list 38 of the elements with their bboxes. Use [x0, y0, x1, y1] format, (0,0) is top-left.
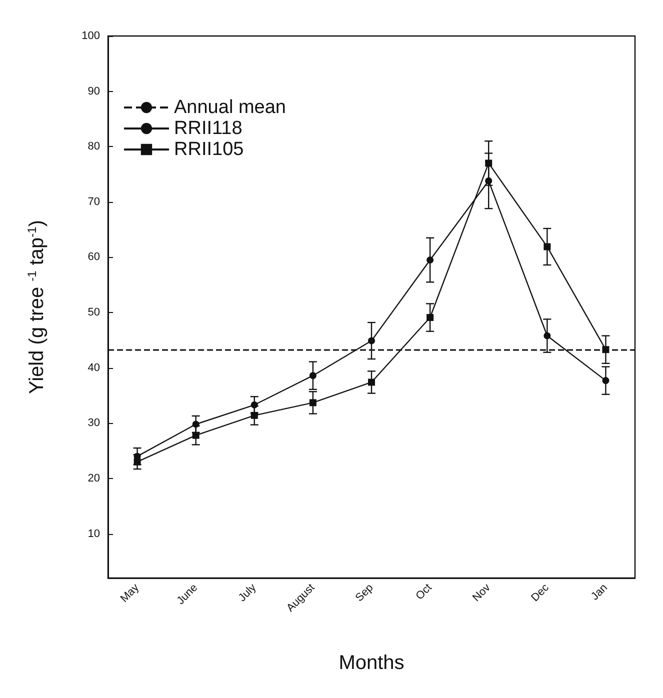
point — [192, 432, 200, 439]
x-axis-title: Months — [338, 652, 404, 674]
x-tick-label: Nov — [470, 581, 494, 604]
legend-label: Annual mean — [174, 97, 286, 118]
point — [544, 332, 551, 340]
point — [426, 314, 434, 322]
x-tick-label: Dec — [529, 581, 552, 604]
point — [426, 256, 434, 264]
y-tick-label: 50 — [88, 306, 100, 319]
y-tick-label: 90 — [88, 85, 100, 98]
y-tick-label: 40 — [88, 362, 100, 374]
y-tick-label: 30 — [88, 417, 100, 430]
x-tick-label: Oct — [414, 582, 434, 602]
x-tick-label: July — [236, 581, 259, 604]
point — [602, 377, 610, 384]
y-tick-label: 70 — [88, 196, 100, 208]
point — [485, 177, 492, 184]
y-tick-label: 80 — [88, 140, 100, 153]
y-axis-title: Yield (g tree -1 tap-1) — [25, 220, 48, 394]
legend-label: RRII105 — [174, 139, 244, 160]
x-tick-label: Jan — [588, 582, 610, 603]
y-tick-label: 10 — [88, 528, 100, 540]
point — [368, 378, 375, 386]
point — [309, 399, 316, 406]
point — [250, 401, 258, 408]
point — [544, 243, 551, 250]
y-tick-label: 20 — [88, 472, 100, 484]
point — [485, 160, 492, 167]
legend-label: RRII118 — [174, 118, 242, 139]
point — [309, 372, 316, 380]
y-tick-label: 100 — [82, 30, 100, 42]
x-tick-label: Sep — [353, 582, 376, 604]
point — [134, 458, 141, 466]
x-tick-label: May — [118, 581, 142, 605]
point — [250, 412, 258, 419]
point — [192, 420, 200, 428]
point — [368, 337, 375, 344]
y-tick-label: 60 — [88, 251, 100, 264]
